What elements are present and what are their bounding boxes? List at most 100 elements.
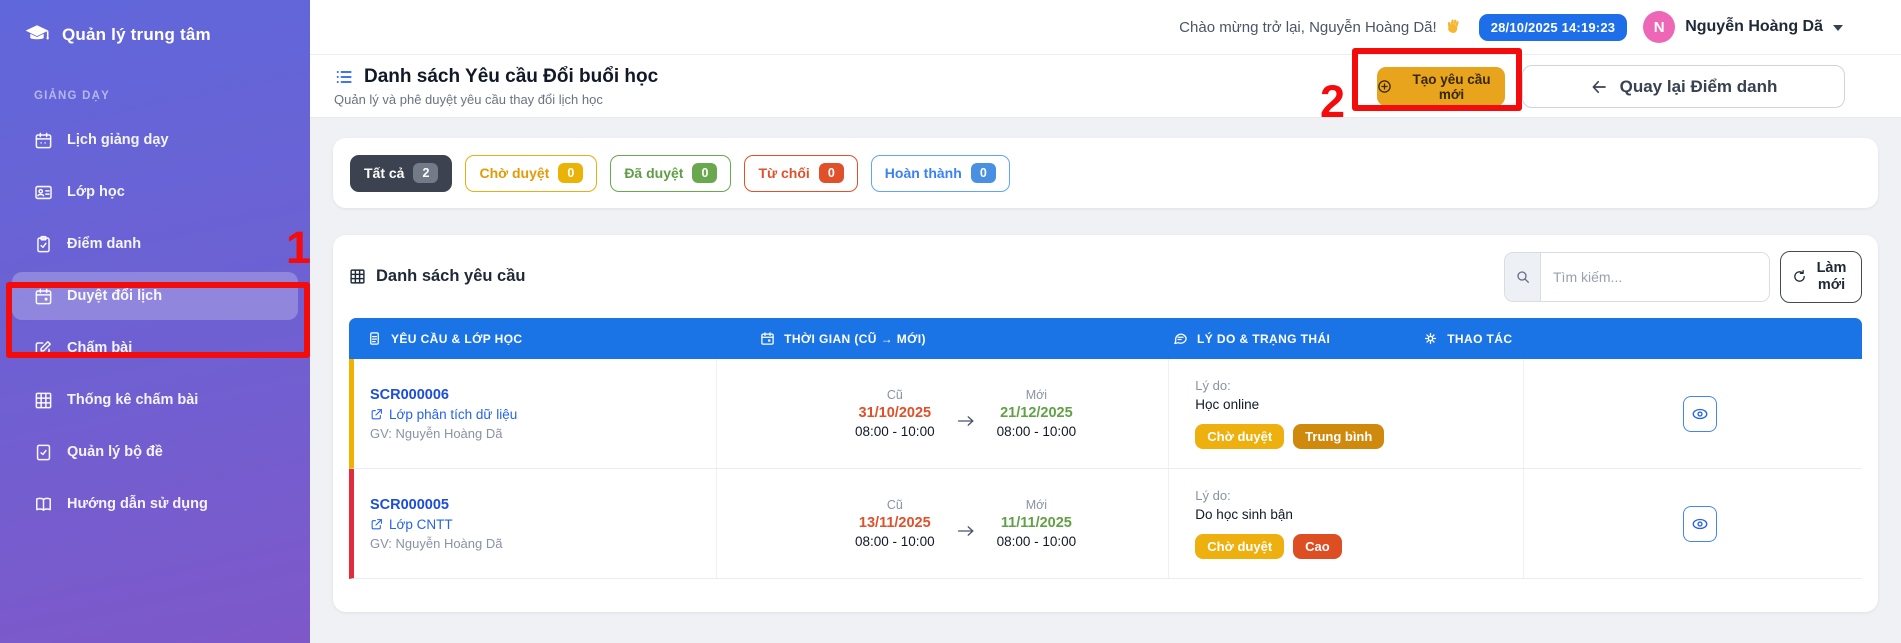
refresh-button[interactable]: Làm mới — [1780, 250, 1862, 303]
status-badge: Chờ duyệt — [1195, 534, 1285, 559]
refresh-icon — [1792, 269, 1807, 284]
status-badge: Chờ duyệt — [1195, 424, 1285, 449]
sidebar-item-huong-dan-su-dung[interactable]: Hướng dẫn sử dụng — [12, 480, 298, 528]
welcome-message: Chào mừng trở lại, Nguyễn Hoàng Dã! — [1179, 18, 1463, 36]
view-detail-button[interactable] — [1682, 395, 1717, 432]
list-icon — [334, 67, 354, 87]
sidebar-item-label: Chấm bài — [67, 340, 133, 356]
gear-icon — [1423, 331, 1438, 346]
calendar-icon — [760, 331, 775, 346]
class-card-icon — [34, 183, 53, 202]
teacher-label: GV: Nguyễn Hoàng Dã — [370, 425, 503, 441]
table-row: SCR000006 Lớp phân tích dữ liệu GV: Nguy… — [349, 359, 1862, 469]
create-request-button[interactable]: Tạo yêu cầu mới — [1377, 67, 1505, 106]
chevron-down-icon — [1833, 25, 1843, 31]
avatar: N — [1643, 11, 1676, 43]
column-header-time: THỜI GIAN (CŨ → MỚI) — [712, 331, 1113, 346]
sidebar-item-label: Lớp học — [67, 184, 125, 200]
old-schedule: Cũ 13/11/2025 08:00 - 10:00 — [855, 498, 935, 549]
book-icon — [34, 495, 53, 514]
page-subtitle: Quản lý và phê duyệt yêu cầu thay đổi lị… — [334, 92, 603, 107]
reason-label: Lý do: — [1195, 488, 1231, 503]
waving-hand-icon — [1445, 18, 1463, 36]
sidebar-item-label: Quản lý bộ đề — [67, 444, 163, 460]
old-schedule: Cũ 31/10/2025 08:00 - 10:00 — [855, 388, 935, 439]
chat-bubble-icon — [1173, 331, 1188, 346]
sidebar-item-quan-ly-bo-de[interactable]: Quản lý bộ đề — [12, 428, 298, 476]
class-link[interactable]: Lớp phân tích dữ liệu — [370, 407, 716, 422]
grid-icon — [34, 391, 53, 410]
teacher-label: GV: Nguyễn Hoàng Dã — [370, 535, 503, 551]
count-badge: 2 — [413, 163, 439, 183]
back-to-attendance-button[interactable]: Quay lại Điểm danh — [1522, 65, 1845, 108]
reason-label: Lý do: — [1195, 378, 1231, 393]
arrow-right-icon — [957, 414, 975, 428]
sidebar-item-duyet-doi-lich[interactable]: Duyệt đổi lịch — [12, 272, 298, 320]
column-header-request: YÊU CẦU & LỚP HỌC — [349, 331, 712, 346]
datetime-badge: 28/10/2025 14:19:23 — [1478, 13, 1628, 41]
sidebar-nav: Lịch giảng dạy Lớp học Điểm danh — [0, 116, 310, 528]
count-badge: 0 — [692, 163, 718, 183]
sidebar-item-diem-danh[interactable]: Điểm danh — [12, 220, 298, 268]
sidebar-item-label: Lịch giảng dạy — [67, 132, 169, 148]
request-id-link[interactable]: SCR000005 — [370, 496, 449, 513]
page-title: Danh sách Yêu cầu Đổi buổi học — [364, 66, 659, 87]
sidebar: Quản lý trung tâm GIẢNG DẠY Lịch giảng d… — [0, 0, 310, 643]
search-icon — [1505, 252, 1541, 301]
column-header-actions: THAO TÁC — [1423, 331, 1862, 346]
sidebar-item-cham-bai[interactable]: Chấm bài — [12, 324, 298, 372]
table-icon — [349, 268, 366, 285]
sidebar-item-label: Điểm danh — [67, 236, 142, 252]
new-schedule: Mới 11/11/2025 08:00 - 10:00 — [996, 498, 1077, 549]
document-check-icon — [34, 443, 53, 462]
brand-title: Quản lý trung tâm — [62, 25, 211, 44]
sidebar-item-label: Hướng dẫn sử dụng — [67, 496, 208, 512]
arrow-left-icon — [1590, 78, 1608, 96]
sidebar-item-label: Duyệt đổi lịch — [67, 288, 163, 304]
sidebar-item-lop-hoc[interactable]: Lớp học — [12, 168, 298, 216]
count-badge: 0 — [818, 163, 844, 183]
priority-badge: Trung bình — [1293, 424, 1385, 449]
sidebar-section-label: GIẢNG DẠY — [34, 90, 110, 102]
calendar-icon — [34, 131, 53, 150]
filter-tab-approved[interactable]: Đã duyệt 0 — [610, 154, 732, 192]
list-title: Danh sách yêu cầu — [349, 267, 525, 286]
file-text-icon — [367, 331, 382, 346]
table-row: SCR000005 Lớp CNTT GV: Nguyễn Hoàng Dã C… — [349, 469, 1862, 579]
filter-tab-completed[interactable]: Hoàn thành 0 — [870, 154, 1010, 192]
sidebar-item-lich-giang-day[interactable]: Lịch giảng dạy — [12, 116, 298, 164]
filter-card: Tất cả 2 Chờ duyệt 0 Đã duyệt 0 Từ chối … — [333, 138, 1878, 208]
sidebar-item-label: Thống kê chấm bài — [67, 392, 199, 408]
pencil-square-icon — [34, 339, 53, 358]
brand: Quản lý trung tâm — [0, 0, 310, 48]
user-menu[interactable]: N Nguyễn Hoàng Dã — [1643, 11, 1843, 43]
external-link-icon — [370, 518, 383, 531]
search-input[interactable] — [1541, 252, 1769, 301]
user-name: Nguyễn Hoàng Dã — [1685, 18, 1823, 35]
filter-tab-all[interactable]: Tất cả 2 — [350, 154, 453, 192]
graduation-cap-icon — [24, 22, 50, 48]
priority-badge: Cao — [1293, 534, 1342, 559]
external-link-icon — [370, 408, 383, 421]
new-schedule: Mới 21/12/2025 08:00 - 10:00 — [996, 388, 1077, 439]
calendar-swap-icon — [34, 287, 53, 306]
request-id-link[interactable]: SCR000006 — [370, 386, 449, 403]
reason-text: Do học sinh bận — [1195, 507, 1293, 522]
class-link[interactable]: Lớp CNTT — [370, 517, 716, 532]
title-band: Danh sách Yêu cầu Đổi buổi học Quản lý v… — [310, 55, 1901, 118]
search-box — [1504, 251, 1770, 302]
sidebar-item-thong-ke-cham-bai[interactable]: Thống kê chấm bài — [12, 376, 298, 424]
column-header-reason-status: LÝ DO & TRẠNG THÁI — [1113, 331, 1423, 346]
filter-tab-rejected[interactable]: Từ chối 0 — [744, 154, 858, 192]
eye-icon — [1691, 515, 1709, 533]
plus-circle-icon — [1377, 79, 1392, 94]
reason-text: Học online — [1195, 397, 1260, 412]
count-badge: 0 — [558, 163, 584, 183]
filter-tab-pending[interactable]: Chờ duyệt 0 — [465, 154, 598, 192]
table-header-row: YÊU CẦU & LỚP HỌC THỜI GIAN (CŨ → MỚI) L… — [349, 318, 1862, 359]
request-list-card: Danh sách yêu cầu Làm mới — [333, 235, 1878, 612]
topbar: Chào mừng trở lại, Nguyễn Hoàng Dã! 28/1… — [310, 0, 1901, 55]
view-detail-button[interactable] — [1682, 505, 1717, 542]
clipboard-check-icon — [34, 235, 53, 254]
eye-icon — [1691, 405, 1709, 423]
